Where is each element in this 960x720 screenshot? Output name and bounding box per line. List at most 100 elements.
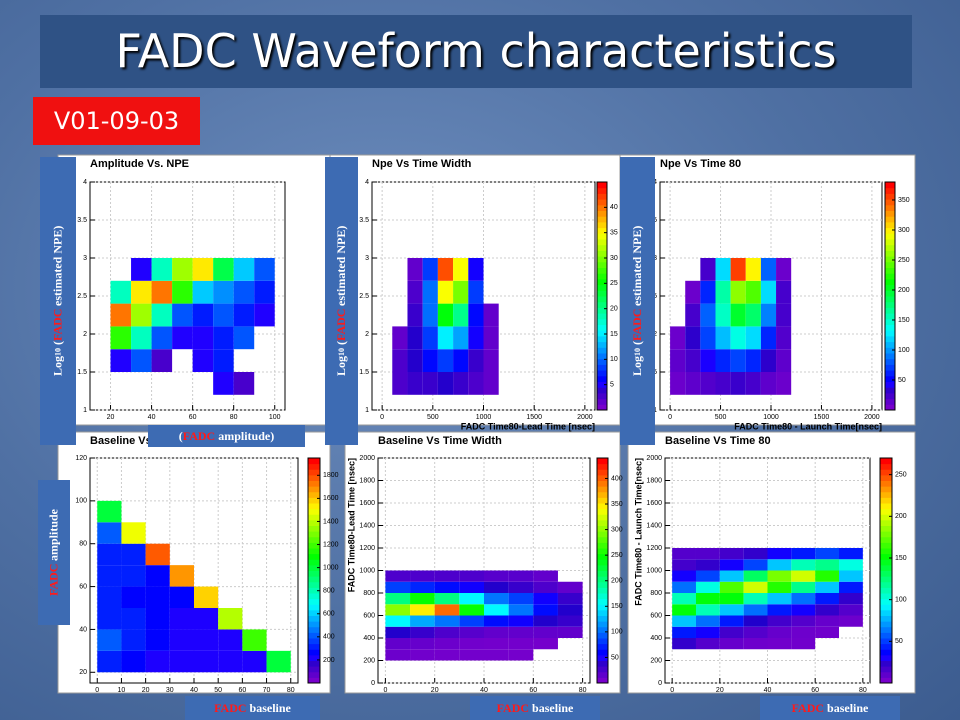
colorbar-step (880, 480, 892, 487)
heat-cell (508, 649, 534, 661)
heat-cell (453, 303, 469, 327)
x-tick-label: 1000 (763, 414, 779, 421)
heat-cell (459, 615, 484, 627)
heat-cell (484, 615, 509, 627)
colorbar-step (880, 497, 892, 504)
heat-cell (453, 280, 469, 304)
heat-cell (533, 626, 558, 638)
colorbar-step (597, 313, 607, 320)
colorbar-step (597, 542, 608, 549)
heat-cell (719, 570, 744, 582)
colorbar-tick-label: 1400 (323, 518, 339, 525)
x-tick-label: 20 (107, 414, 115, 421)
colorbar-step (597, 553, 608, 560)
heat-cell (192, 303, 214, 327)
colorbar-tick-label: 200 (323, 657, 335, 664)
colorbar-tick-label: 600 (323, 611, 335, 618)
colorbar-step (597, 643, 608, 650)
heat-cell (169, 586, 194, 608)
heat-cell (839, 581, 863, 593)
colorbar-step (885, 404, 895, 411)
x-tick-label: 40 (764, 687, 772, 694)
colorbar-step (885, 204, 895, 211)
y-tick-label: 3.5 (359, 217, 369, 224)
caption-part: FADC (334, 308, 348, 342)
heat-cell (557, 581, 583, 593)
axis-caption: Log 10 (FADC estimated NPE) (40, 157, 76, 445)
colorbar-tick-label: 250 (611, 552, 623, 559)
colorbar-step (597, 307, 607, 314)
colorbar-step (597, 666, 608, 673)
y-tick-label: 2000 (646, 455, 662, 462)
colorbar-step (880, 559, 892, 566)
colorbar-step (308, 497, 320, 504)
heat-cell (97, 543, 122, 566)
colorbar-step (308, 508, 320, 515)
heat-cell (760, 349, 777, 372)
plot-title: Baseline Vs Time Width (378, 435, 502, 447)
heat-cell (194, 608, 219, 630)
heat-cell (437, 280, 454, 304)
colorbar-step (885, 381, 895, 388)
heat-cell (213, 258, 234, 281)
x-tick-label: 0 (668, 414, 672, 421)
colorbar-step (880, 626, 892, 633)
colorbar-step (597, 398, 607, 405)
heat-cell (437, 326, 454, 350)
heat-cell (145, 543, 170, 566)
heat-cell (743, 593, 768, 605)
x-tick-label: 500 (715, 414, 727, 421)
caption-part: FADC (214, 700, 247, 715)
x-tick-label: 80 (579, 687, 587, 694)
colorbar-step (597, 491, 608, 498)
colorbar-step (597, 654, 608, 661)
y-tick-label: 800 (650, 590, 662, 597)
heat-cell (145, 650, 170, 673)
heat-cell (151, 303, 173, 327)
colorbar-tick-label: 25 (610, 280, 618, 287)
colorbar-step (597, 267, 607, 274)
x-tick-label: 0 (95, 687, 99, 694)
heat-cell (385, 638, 411, 650)
version-badge: V01-09-03 (33, 97, 200, 145)
heat-cell (410, 604, 435, 616)
heat-cell (508, 593, 534, 605)
heat-cell (385, 649, 411, 661)
heat-cell (434, 593, 460, 605)
heat-cell (233, 258, 255, 281)
heat-cell (151, 280, 173, 304)
heat-cell (434, 604, 460, 616)
y-tick-label: 1200 (359, 545, 375, 552)
caption-part: 10 (337, 348, 346, 357)
heat-cell (97, 500, 122, 523)
colorbar-step (885, 330, 895, 337)
heat-cell (121, 543, 146, 566)
colorbar-tick-label: 150 (898, 317, 910, 324)
colorbar-step (597, 318, 607, 325)
heat-cell (839, 593, 863, 605)
y-tick-label: 200 (363, 657, 375, 664)
heat-cell (110, 326, 132, 350)
colorbar-step (597, 525, 608, 532)
colorbar-step (885, 193, 895, 200)
heat-cell (194, 586, 219, 608)
colorbar-step (885, 210, 895, 217)
x-tick-label: 60 (189, 414, 197, 421)
colorbar-frame (596, 457, 609, 684)
colorbar-tick-label: 250 (898, 257, 910, 264)
caption-part: Log (334, 356, 348, 377)
heat-cell (719, 593, 744, 605)
y-tick-label: 100 (75, 498, 87, 505)
colorbar-step (885, 301, 895, 308)
colorbar-step (597, 290, 607, 297)
axis-caption: Log 10 (FADC estimated NPE) (325, 157, 358, 445)
heat-cell (533, 570, 558, 582)
heat-cell (815, 581, 840, 593)
colorbar-step (597, 233, 607, 240)
heat-cell (557, 615, 583, 627)
colorbar-step (880, 609, 892, 616)
colorbar-tick-label: 100 (611, 629, 623, 636)
heat-cell (715, 303, 731, 327)
caption-part: baseline (246, 700, 291, 715)
